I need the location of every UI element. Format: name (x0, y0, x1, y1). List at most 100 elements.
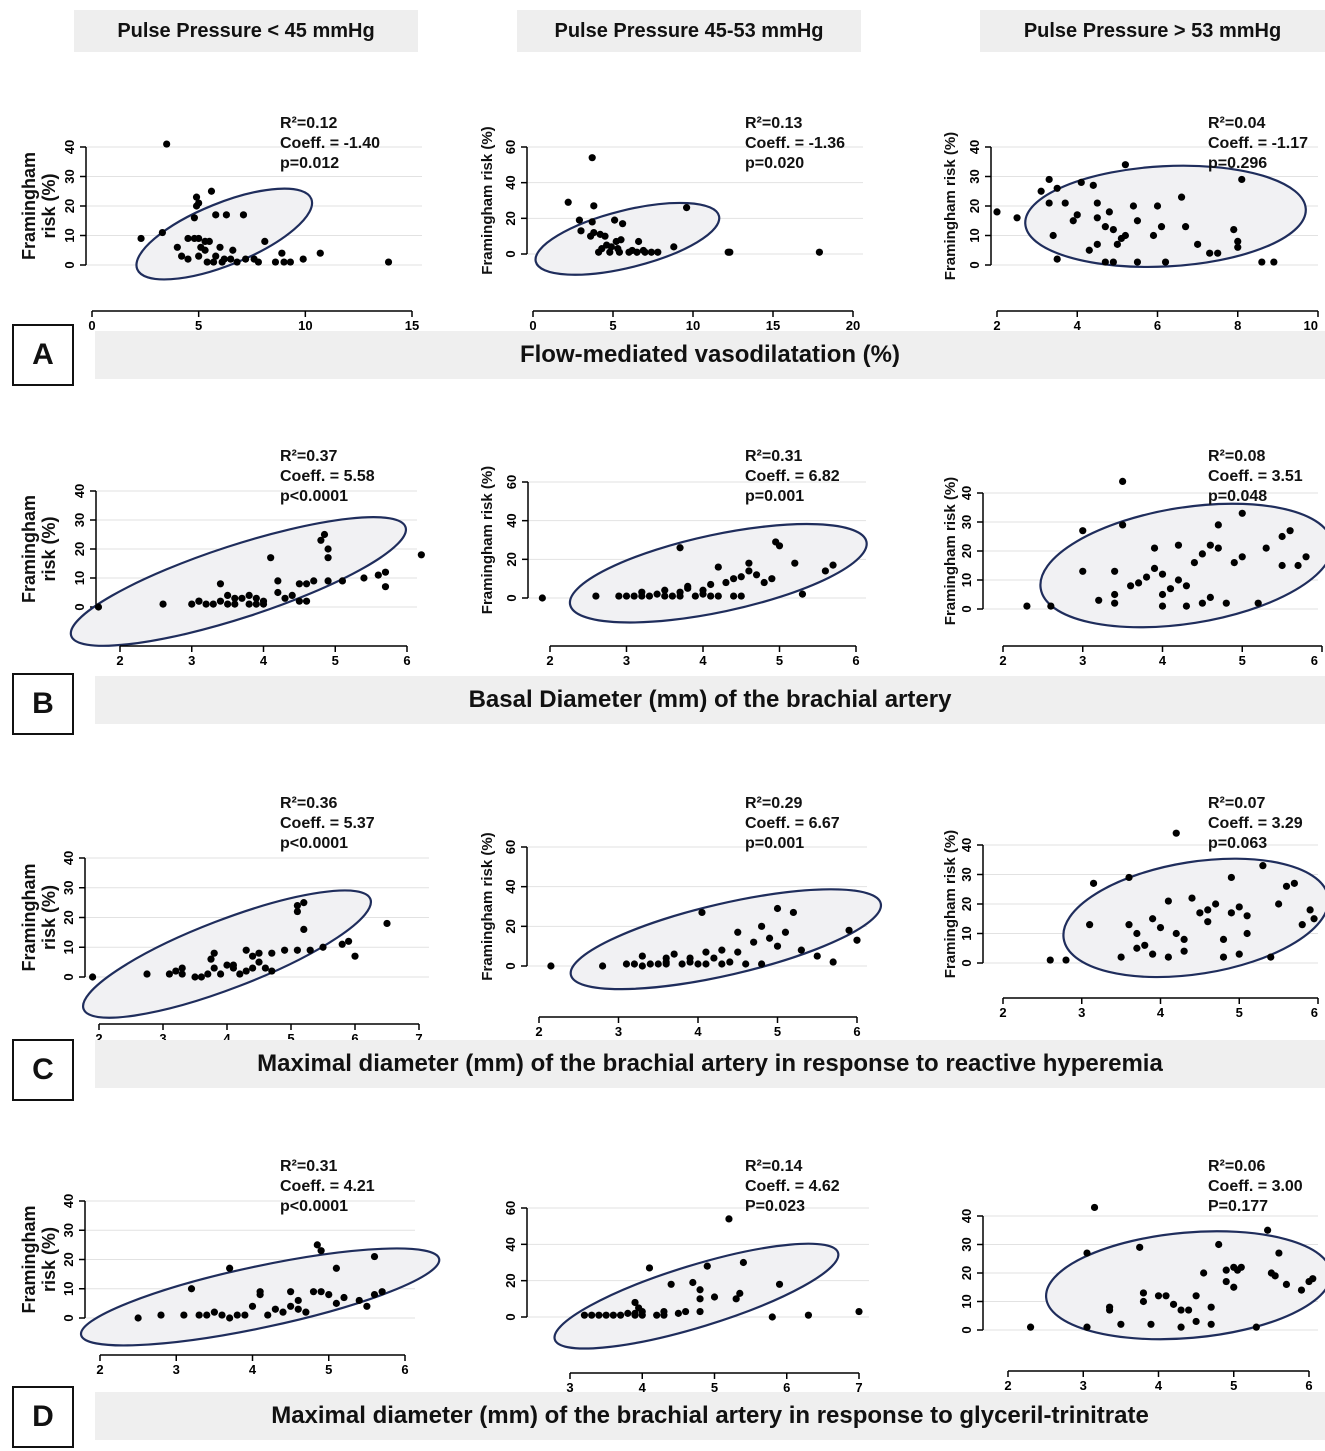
x-tick-label: 8 (1234, 318, 1241, 333)
x-tick-label: 6 (783, 1380, 790, 1395)
data-point (255, 949, 263, 957)
y-tick-label: 0 (503, 962, 518, 969)
statistics-label: R²=0.14 (745, 1158, 802, 1175)
x-tick-label: 3 (188, 653, 195, 668)
data-point (1235, 950, 1243, 958)
data-point (218, 258, 226, 266)
data-point (231, 594, 239, 602)
data-point (732, 1295, 740, 1303)
y-tick-label: 0 (62, 261, 77, 268)
data-point (602, 1311, 610, 1319)
data-point (577, 227, 585, 235)
data-point (1204, 906, 1212, 914)
data-point (547, 962, 555, 970)
scatter-panel: 0 10 20 30 40 2 3 4 5 6 R²=0.07 Coeff. = 3.29 p=0.06… (942, 795, 1325, 1020)
data-point (252, 600, 260, 608)
data-point (739, 1258, 748, 1267)
data-point (1207, 1320, 1215, 1328)
y-tick-label: 40 (503, 175, 518, 189)
statistics-label: R²=0.13 (745, 115, 802, 132)
data-point (1109, 226, 1117, 234)
y-tick-label: 40 (959, 838, 974, 852)
data-point (661, 586, 669, 594)
data-point (249, 964, 257, 972)
data-point (654, 960, 662, 968)
data-point (1275, 900, 1283, 908)
y-tick-label: 40 (504, 513, 519, 527)
data-point (294, 1305, 302, 1313)
data-point (791, 559, 799, 567)
x-tick-label: 6 (1311, 653, 1318, 668)
x-tick-label: 4 (223, 1031, 231, 1046)
x-tick-label: 10 (686, 318, 700, 333)
data-point (1169, 1300, 1178, 1308)
row-caption-c: Maximal diameter (mm) of the brachial ar… (95, 1040, 1325, 1088)
data-point (1101, 258, 1109, 266)
data-point (274, 588, 282, 597)
x-tick-label: 7 (415, 1031, 422, 1046)
data-point (241, 1311, 249, 1319)
x-tick-label: 2 (96, 1362, 103, 1377)
data-point (587, 232, 595, 240)
data-point (268, 967, 276, 975)
data-point (1095, 596, 1103, 604)
y-tick-label: 0 (959, 1326, 974, 1333)
y-tick-label: 40 (967, 140, 982, 154)
data-point (760, 578, 768, 587)
data-point (254, 258, 262, 266)
data-point (195, 1311, 203, 1319)
x-tick-label: 6 (853, 1024, 860, 1039)
confidence-ellipse (69, 516, 408, 647)
data-point (1090, 1203, 1099, 1212)
data-point (293, 902, 301, 910)
data-point (231, 600, 239, 608)
data-point (370, 1291, 379, 1299)
data-point (638, 962, 646, 970)
x-tick-label: 6 (1154, 318, 1161, 333)
data-point (383, 919, 391, 928)
x-tick-label: 4 (1074, 318, 1082, 333)
data-point (1049, 231, 1057, 240)
y-axis-title: Framingham risk (%) (479, 466, 496, 614)
data-point (722, 578, 730, 587)
data-point (1294, 561, 1302, 570)
data-point (278, 249, 286, 257)
confidence-ellipse (553, 1242, 840, 1350)
data-point (370, 1252, 379, 1261)
data-point (209, 600, 217, 608)
data-point (325, 1291, 333, 1299)
data-point (653, 1311, 661, 1319)
y-tick-label: 40 (72, 484, 87, 498)
data-point (1230, 226, 1238, 234)
data-point (216, 243, 224, 251)
data-point (294, 1296, 302, 1305)
data-point (1158, 590, 1167, 599)
data-point (726, 248, 734, 256)
data-point (1083, 1323, 1091, 1331)
data-point (281, 594, 289, 602)
x-tick-label: 6 (401, 1362, 408, 1377)
data-point (180, 1311, 188, 1319)
x-tick-label: 4 (249, 1362, 257, 1377)
scatter-panel: 0 10 20 30 40 2 3 4 5 6 7 R²=0.36 Coeff. = 5.37 p<0.0… (19, 795, 429, 1046)
y-tick-label: 40 (503, 1237, 518, 1251)
data-point (287, 1302, 295, 1310)
row-caption-a: Flow-mediated vasodilatation (%) (95, 331, 1325, 379)
data-point (686, 954, 694, 962)
data-point (203, 1311, 211, 1319)
y-tick-label: 20 (504, 552, 519, 566)
data-point (702, 960, 710, 968)
statistics-label: p=0.048 (1208, 488, 1267, 505)
data-point (815, 248, 824, 256)
data-point (1139, 1297, 1148, 1306)
data-point (165, 970, 173, 978)
statistics-label: R²=0.37 (280, 448, 337, 465)
data-point (670, 243, 678, 251)
data-point (316, 249, 324, 257)
y-tick-label: 10 (61, 1282, 76, 1296)
column-header-high-pulse-pressure: Pulse Pressure > 53 mmHg (980, 10, 1325, 52)
data-point (203, 258, 211, 266)
y-axis-title: Framingham risk (%) (942, 132, 959, 280)
data-point (188, 600, 196, 608)
data-point (1172, 929, 1180, 938)
